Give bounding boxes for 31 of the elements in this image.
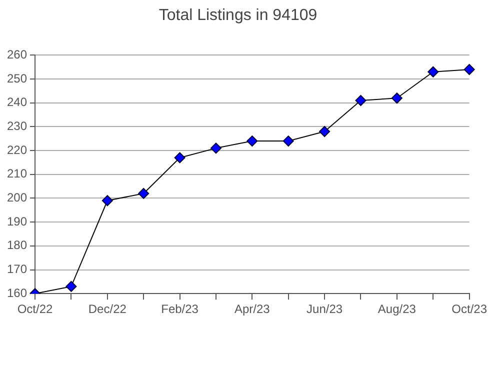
x-tick-label: Oct/22 [17, 302, 54, 316]
point [210, 142, 222, 154]
x-tick-label: Apr/23 [234, 302, 270, 316]
point [174, 152, 186, 164]
point [428, 66, 439, 78]
x-tick-label: Feb/23 [161, 302, 199, 316]
point [355, 94, 366, 106]
y-tick-label: 240 [6, 95, 28, 110]
point [391, 92, 402, 104]
y-tick-label: 160 [6, 286, 28, 300]
point [66, 280, 77, 292]
point [246, 136, 258, 147]
y-tick-label: 210 [6, 166, 28, 181]
x-tick-label: Oct/23 [452, 302, 488, 316]
point [102, 195, 113, 206]
y-tick-label: 260 [6, 48, 28, 62]
point [319, 126, 330, 137]
x-tick-label: Aug/23 [378, 302, 416, 316]
chart-title: Total Listings in 94109 [158, 7, 318, 24]
y-tick-label: 230 [6, 119, 28, 134]
y-tick-label: 170 [6, 262, 28, 276]
y-tick-label: 180 [6, 238, 28, 252]
x-tick-label: Dec/22 [88, 302, 127, 316]
x-tick-label: Jun/23 [306, 302, 343, 316]
point [138, 188, 150, 199]
y-tick-label: 220 [6, 142, 28, 157]
y-tick-label: 200 [6, 190, 28, 205]
y-tick-label: 190 [6, 214, 28, 228]
y-tick-label: 250 [6, 71, 28, 86]
point [282, 136, 294, 147]
point [464, 64, 475, 76]
